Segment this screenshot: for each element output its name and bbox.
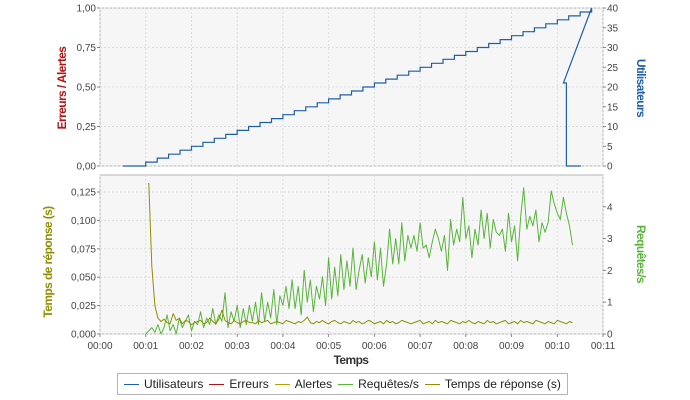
x-tick-label: 00:01 [133, 341, 158, 352]
top-right-tick-label: 15 [607, 102, 619, 113]
legend-label: Erreurs [229, 377, 269, 391]
top-left-tick-label: 1,00 [77, 4, 97, 15]
x-tick-label: 00:03 [225, 341, 250, 352]
legend-item[interactable]: Requêtes/s [338, 377, 419, 391]
top-right-tick-label: 20 [607, 83, 619, 94]
bottom-left-axis: 0,000 0,025 0,050 0,075 0,100 0,125 [71, 188, 100, 341]
bottom-left-tick-label: 0,050 [71, 273, 96, 284]
bottom-right-tick-label: 3 [607, 234, 613, 245]
x-axis: 00:00 00:01 00:02 00:03 00:04 00:05 00:06 00:07… [87, 334, 616, 352]
top-left-tick-label: 0,50 [77, 83, 97, 94]
top-left-axis-title: Erreurs / Alertes [55, 46, 69, 130]
legend-swatch [424, 383, 440, 385]
top-right-tick-label: 35 [607, 23, 619, 34]
top-plot-area [99, 7, 604, 167]
top-left-tick-label: 0,00 [77, 162, 97, 173]
x-tick-label: 00:10 [545, 341, 570, 352]
legend-label: Utilisateurs [144, 377, 204, 391]
legend-item[interactable]: Temps de réponse (s) [424, 377, 561, 391]
bottom-left-tick-label: 0,000 [71, 330, 96, 341]
legend-label: Requêtes/s [358, 377, 419, 391]
legend-swatch [209, 383, 225, 385]
bottom-left-tick-label: 0,075 [71, 244, 96, 255]
top-left-tick-label: 0,25 [77, 122, 97, 133]
top-right-tick-label: 25 [607, 63, 619, 74]
top-right-tick-label: 30 [607, 43, 619, 54]
legend-item[interactable]: Utilisateurs [124, 377, 203, 391]
top-right-tick-label: 40 [607, 4, 619, 15]
bottom-right-axis: 0 1 2 3 4 [603, 202, 613, 341]
x-axis-title: Temps [334, 353, 370, 367]
legend-swatch [338, 383, 354, 385]
series-temps-de-reponse-line [148, 182, 573, 326]
top-right-axis-title: Utilisateurs [634, 59, 648, 118]
legend-swatch [124, 383, 140, 385]
top-right-axis: 0 5 10 15 20 25 30 35 40 [603, 4, 619, 173]
x-tick-label: 00:07 [408, 341, 433, 352]
bottom-left-axis-title: Temps de réponse (s) [41, 206, 55, 318]
bottom-plot-area [99, 174, 604, 335]
top-right-tick-label: 5 [607, 142, 613, 153]
top-left-tick-label: 0,75 [77, 43, 97, 54]
x-tick-label: 00:11 [591, 341, 616, 352]
top-series-group [122, 7, 593, 167]
bottom-left-tick-label: 0,100 [71, 216, 96, 227]
legend-item[interactable]: Erreurs [209, 377, 269, 391]
top-right-tick-label: 10 [607, 122, 619, 133]
bottom-right-tick-label: 0 [607, 330, 613, 341]
bottom-series-group [145, 182, 573, 335]
bottom-left-tick-label: 0,025 [71, 301, 96, 312]
x-tick-label: 00:02 [179, 341, 204, 352]
x-tick-label: 00:00 [87, 341, 112, 352]
x-tick-label: 00:09 [499, 341, 524, 352]
legend-label: Temps de réponse (s) [444, 377, 561, 391]
legend-item[interactable]: Alertes [274, 377, 333, 391]
bottom-right-axis-title: Requêtes/s [634, 225, 648, 284]
x-tick-label: 00:05 [316, 341, 341, 352]
x-tick-label: 00:04 [270, 341, 295, 352]
top-right-tick-label: 0 [607, 162, 613, 173]
bottom-right-tick-label: 2 [607, 266, 613, 277]
legend: Utilisateurs Erreurs Alertes Requêtes/s Temp… [117, 373, 568, 395]
x-tick-label: 00:06 [362, 341, 387, 352]
legend-swatch [274, 383, 290, 385]
top-left-axis: 0,00 0,25 0,50 0,75 1,00 [77, 4, 100, 173]
bottom-left-tick-label: 0,125 [71, 188, 96, 199]
series-requetes-line [145, 187, 573, 335]
x-tick-label: 00:08 [453, 341, 478, 352]
series-utilisateurs-line [122, 7, 593, 167]
legend-label: Alertes [294, 377, 333, 391]
bottom-right-tick-label: 1 [607, 298, 613, 309]
bottom-right-tick-label: 4 [607, 202, 613, 213]
